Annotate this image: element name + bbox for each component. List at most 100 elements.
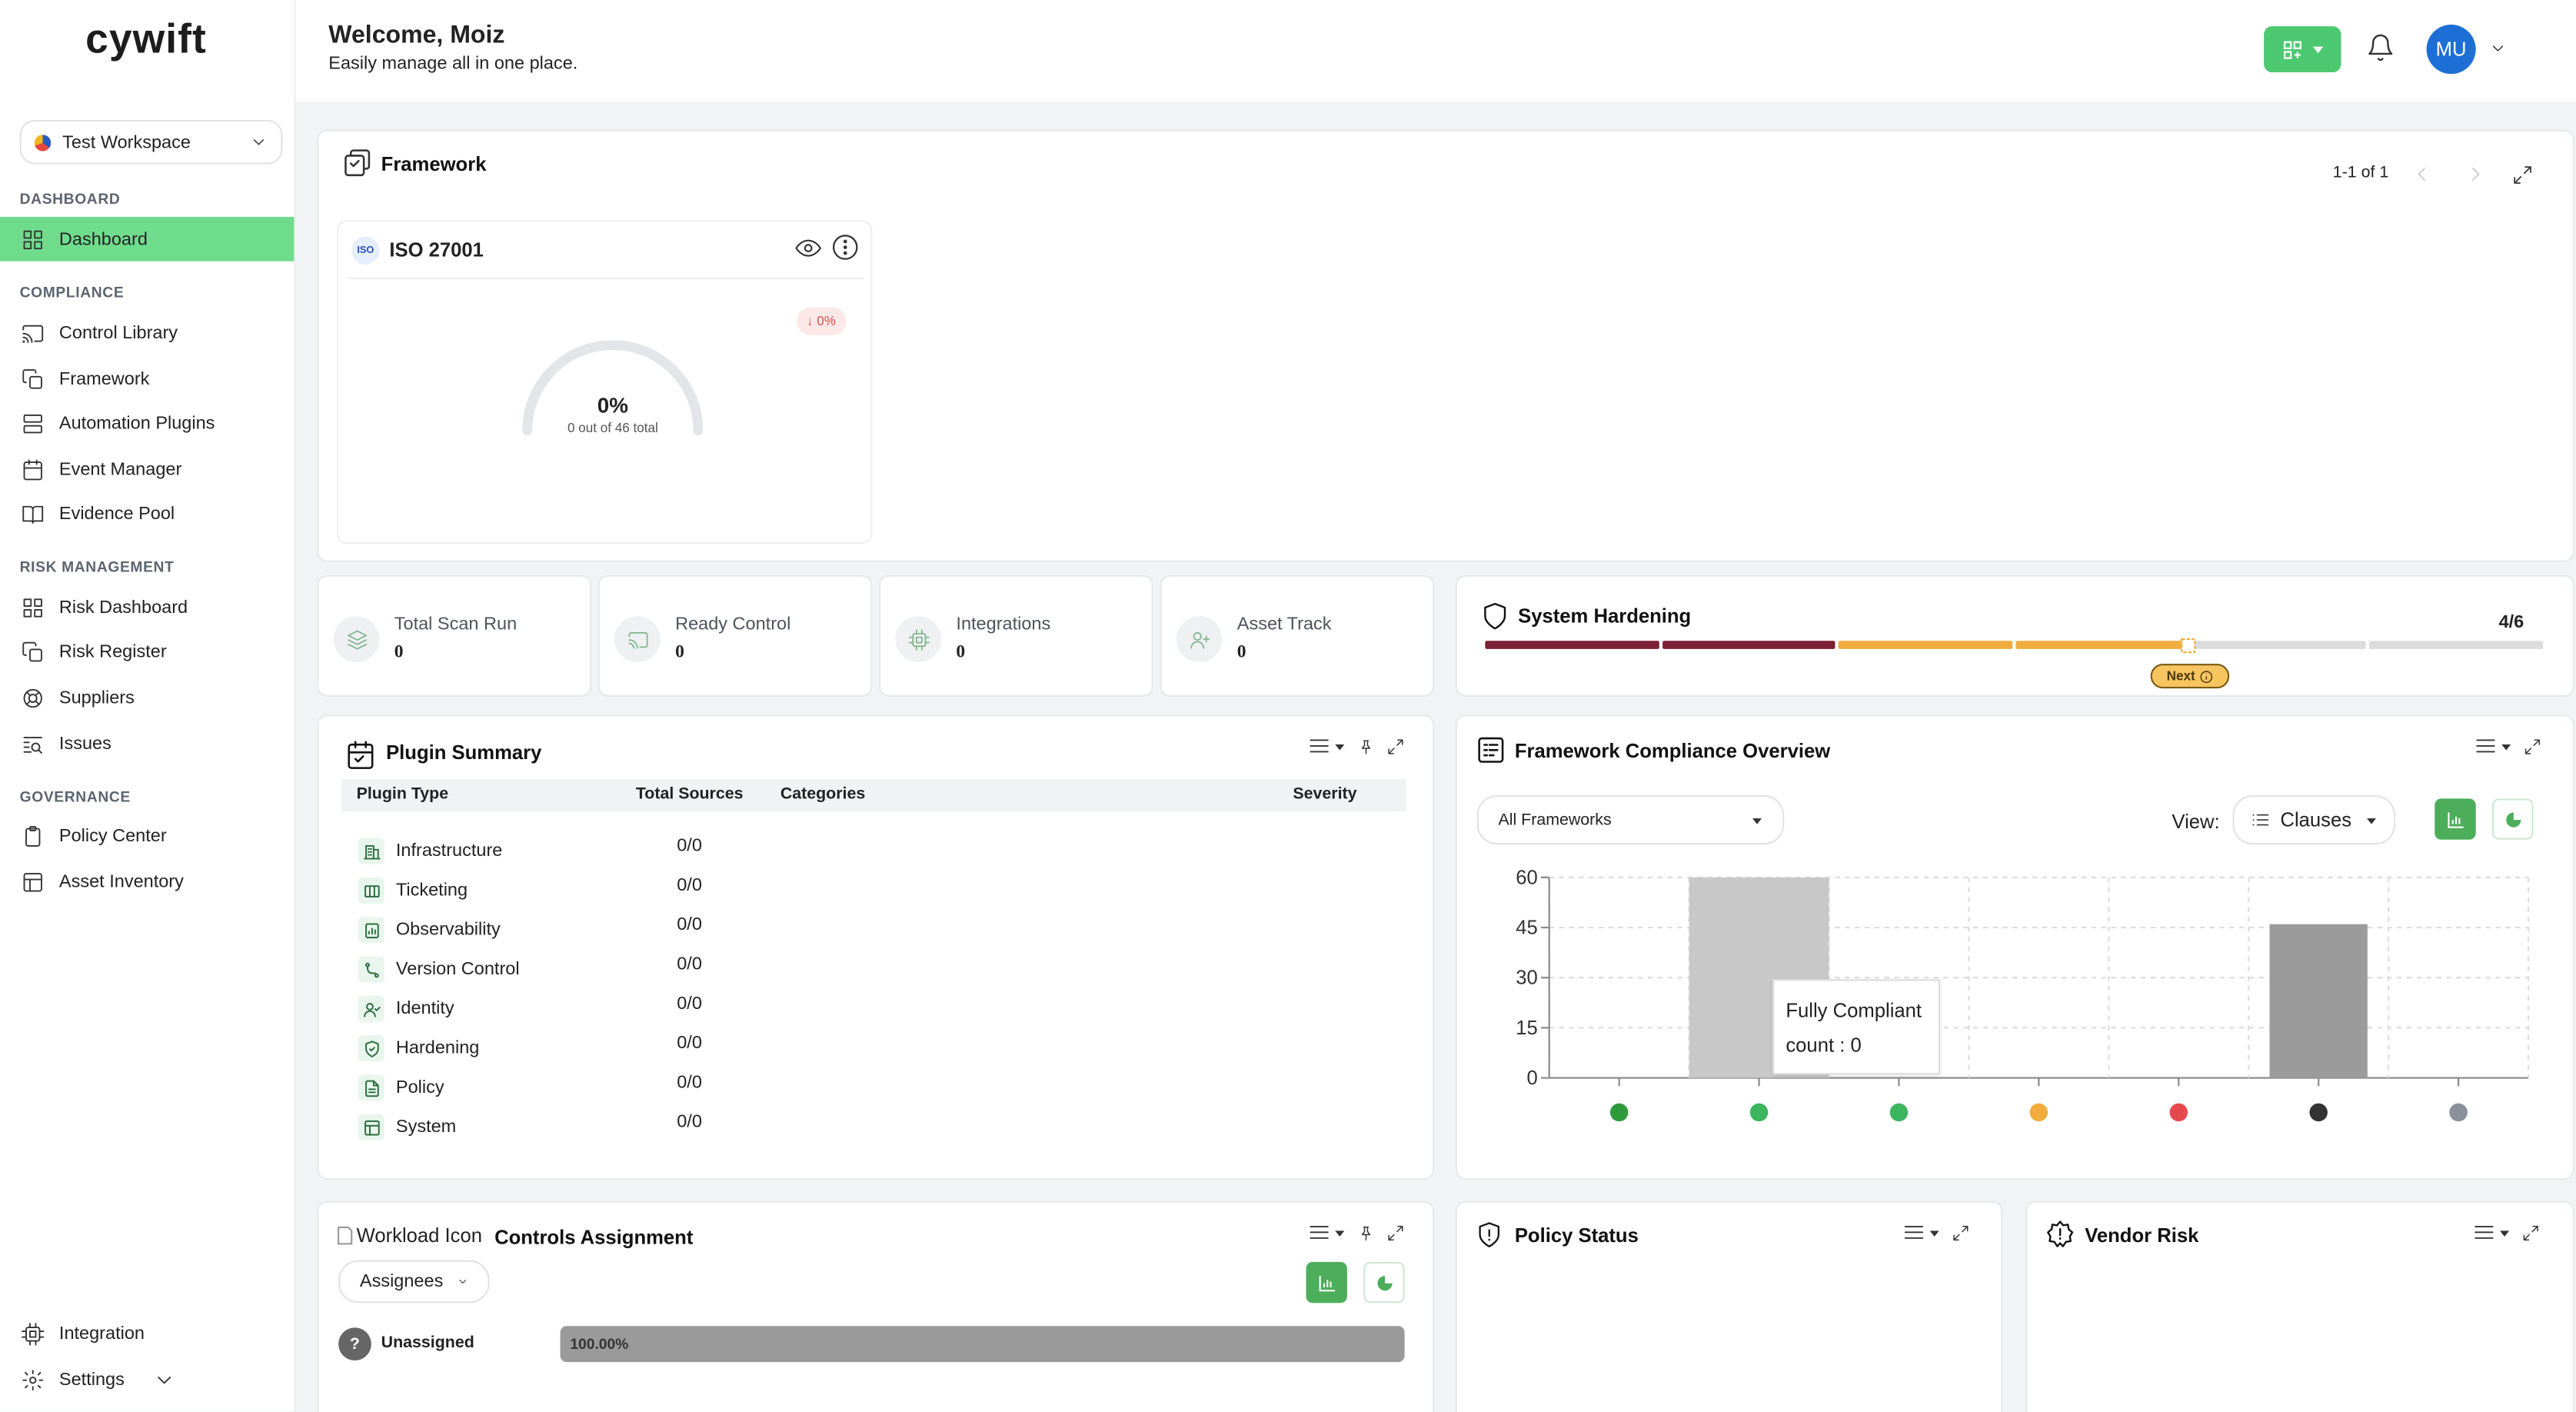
y-tick-label: 15: [1516, 1017, 1538, 1039]
column-categories: Categories: [780, 785, 865, 804]
hardening-segment: [1485, 641, 1659, 649]
stat-label: Total Scan Run: [394, 614, 517, 634]
menu-icon[interactable]: [1902, 1221, 1925, 1244]
sidebar-item-label: Settings: [59, 1370, 125, 1390]
chevron-left-icon[interactable]: [2410, 163, 2433, 186]
git-branch-icon: [358, 956, 384, 982]
y-tick-label: 30: [1516, 967, 1538, 989]
caret-down-icon[interactable]: [1334, 740, 1346, 751]
plugin-sources: 0/0: [677, 836, 702, 856]
chevron-down-icon: [152, 1368, 175, 1391]
view-select[interactable]: Clauses: [2232, 795, 2395, 844]
section-dashboard: DASHBOARD: [20, 191, 121, 207]
sidebar-item-integration[interactable]: Integration: [0, 1311, 294, 1356]
more-vertical-icon[interactable]: [831, 233, 859, 261]
avatar[interactable]: MU: [2427, 25, 2476, 74]
caret-down-icon: [2311, 43, 2324, 56]
stat-label: Ready Control: [675, 614, 790, 634]
apps-menu-button[interactable]: [2264, 26, 2341, 72]
sidebar-item-automation-plugins[interactable]: Automation Plugins: [0, 401, 294, 445]
sidebar-item-issues[interactable]: Issues: [0, 721, 294, 766]
sidebar-item-event-manager[interactable]: Event Manager: [0, 447, 294, 491]
caret-down-icon[interactable]: [2499, 1227, 2511, 1238]
copy-icon: [22, 640, 45, 663]
menu-icon[interactable]: [1308, 734, 1331, 758]
user-check-icon: [358, 996, 384, 1022]
compliance-title: Framework Compliance Overview: [1515, 739, 1830, 762]
bar-chart-toggle[interactable]: [1306, 1262, 1347, 1303]
sidebar-item-policy-center[interactable]: Policy Center: [0, 814, 294, 858]
sidebar-item-evidence-pool[interactable]: Evidence Pool: [0, 491, 294, 536]
next-button[interactable]: Next: [2151, 664, 2230, 688]
chevron-down-icon: [456, 1274, 468, 1290]
sidebar-item-label: Policy Center: [59, 826, 167, 846]
pie-chart-toggle[interactable]: [2492, 798, 2533, 839]
plugin-summary-title: Plugin Summary: [386, 741, 541, 764]
framework-filter-select[interactable]: All Frameworks: [1477, 795, 1785, 844]
server-icon: [22, 411, 45, 435]
expand-icon[interactable]: [1386, 1224, 1405, 1242]
assignees-dropdown[interactable]: Assignees: [338, 1260, 490, 1304]
sidebar-item-framework[interactable]: Framework: [0, 357, 294, 401]
chevron-right-icon[interactable]: [2465, 163, 2488, 186]
cast-icon: [22, 321, 45, 345]
sidebar-item-risk-dashboard[interactable]: Risk Dashboard: [0, 585, 294, 630]
category-icon-half-circle: [2030, 1104, 2048, 1122]
plugin-sources: 0/0: [677, 915, 702, 935]
plugin-sources: 0/0: [677, 994, 702, 1014]
caret-down-icon[interactable]: [1929, 1227, 1940, 1238]
stat-label: Integrations: [956, 614, 1050, 634]
sidebar-item-control-library[interactable]: Control Library: [0, 311, 294, 355]
sidebar-item-suppliers[interactable]: Suppliers: [0, 675, 294, 720]
controls-assignment-title: Controls Assignment: [494, 1226, 693, 1249]
eye-icon[interactable]: [795, 235, 821, 261]
chevron-down-icon[interactable]: [2489, 39, 2508, 58]
bell-icon[interactable]: [2366, 33, 2395, 62]
gear-icon: [22, 1368, 45, 1391]
chart-tooltip: Fully Compliant count : 0: [1772, 979, 1940, 1074]
hardening-segment: [1839, 641, 2012, 649]
sidebar-item-dashboard[interactable]: Dashboard: [0, 217, 294, 261]
workspace-name: Test Workspace: [62, 132, 191, 152]
expand-icon[interactable]: [2521, 1224, 2540, 1242]
menu-icon[interactable]: [2472, 1221, 2495, 1244]
tooltip-title: Fully Compliant: [1786, 994, 1927, 1029]
bar-chart-toggle[interactable]: [2435, 798, 2475, 839]
sidebar-item-risk-register[interactable]: Risk Register: [0, 629, 294, 674]
expand-icon[interactable]: [2524, 737, 2542, 755]
category-icon-x-circle: [2170, 1104, 2188, 1122]
caret-down-icon[interactable]: [1334, 1227, 1346, 1238]
framework-card[interactable]: ISO ISO 27001 ↓ 0% 0% 0 out of 46 total: [337, 220, 872, 544]
menu-icon[interactable]: [2474, 734, 2498, 758]
y-tick-label: 45: [1516, 917, 1538, 939]
plugin-type: Policy: [396, 1078, 444, 1098]
sidebar-item-settings[interactable]: Settings: [0, 1357, 294, 1402]
workspace-logo-icon: [35, 134, 51, 150]
compliance-bar-chart: 60 45 30 15 0: [1457, 856, 2541, 1135]
category-icon-na: [2309, 1104, 2328, 1122]
plugin-sources: 0/0: [677, 876, 702, 896]
ticket-icon: [358, 878, 384, 904]
grid-icon: [22, 228, 45, 251]
framework-icon: [341, 148, 373, 179]
framework-panel: Framework 1-1 of 1 ISO ISO 27001 ↓ 0% 0%…: [317, 130, 2574, 562]
sidebar-item-asset-inventory[interactable]: Asset Inventory: [0, 859, 294, 904]
expand-icon[interactable]: [1386, 737, 1405, 755]
pin-icon[interactable]: [1357, 737, 1376, 755]
expand-icon[interactable]: [2512, 165, 2534, 186]
lifebuoy-icon: [22, 686, 45, 709]
apps-icon: [2281, 38, 2303, 60]
caret-down-icon: [2366, 814, 2378, 826]
layers-icon: [334, 616, 380, 662]
caret-down-icon[interactable]: [2501, 740, 2512, 751]
pie-chart-toggle[interactable]: [1363, 1262, 1404, 1303]
hardening-segment: [1662, 641, 1835, 649]
category-icon-arrow-right-circle: [1610, 1104, 1629, 1122]
menu-icon[interactable]: [1308, 1221, 1331, 1244]
pin-icon[interactable]: [1357, 1224, 1376, 1242]
controls-assignment-panel: Workload Icon Controls Assignment Assign…: [317, 1201, 1434, 1412]
expand-icon[interactable]: [1952, 1224, 1970, 1242]
shield-check-icon: [358, 1035, 384, 1061]
next-label: Next: [2167, 669, 2195, 684]
workspace-selector[interactable]: Test Workspace: [20, 120, 283, 165]
